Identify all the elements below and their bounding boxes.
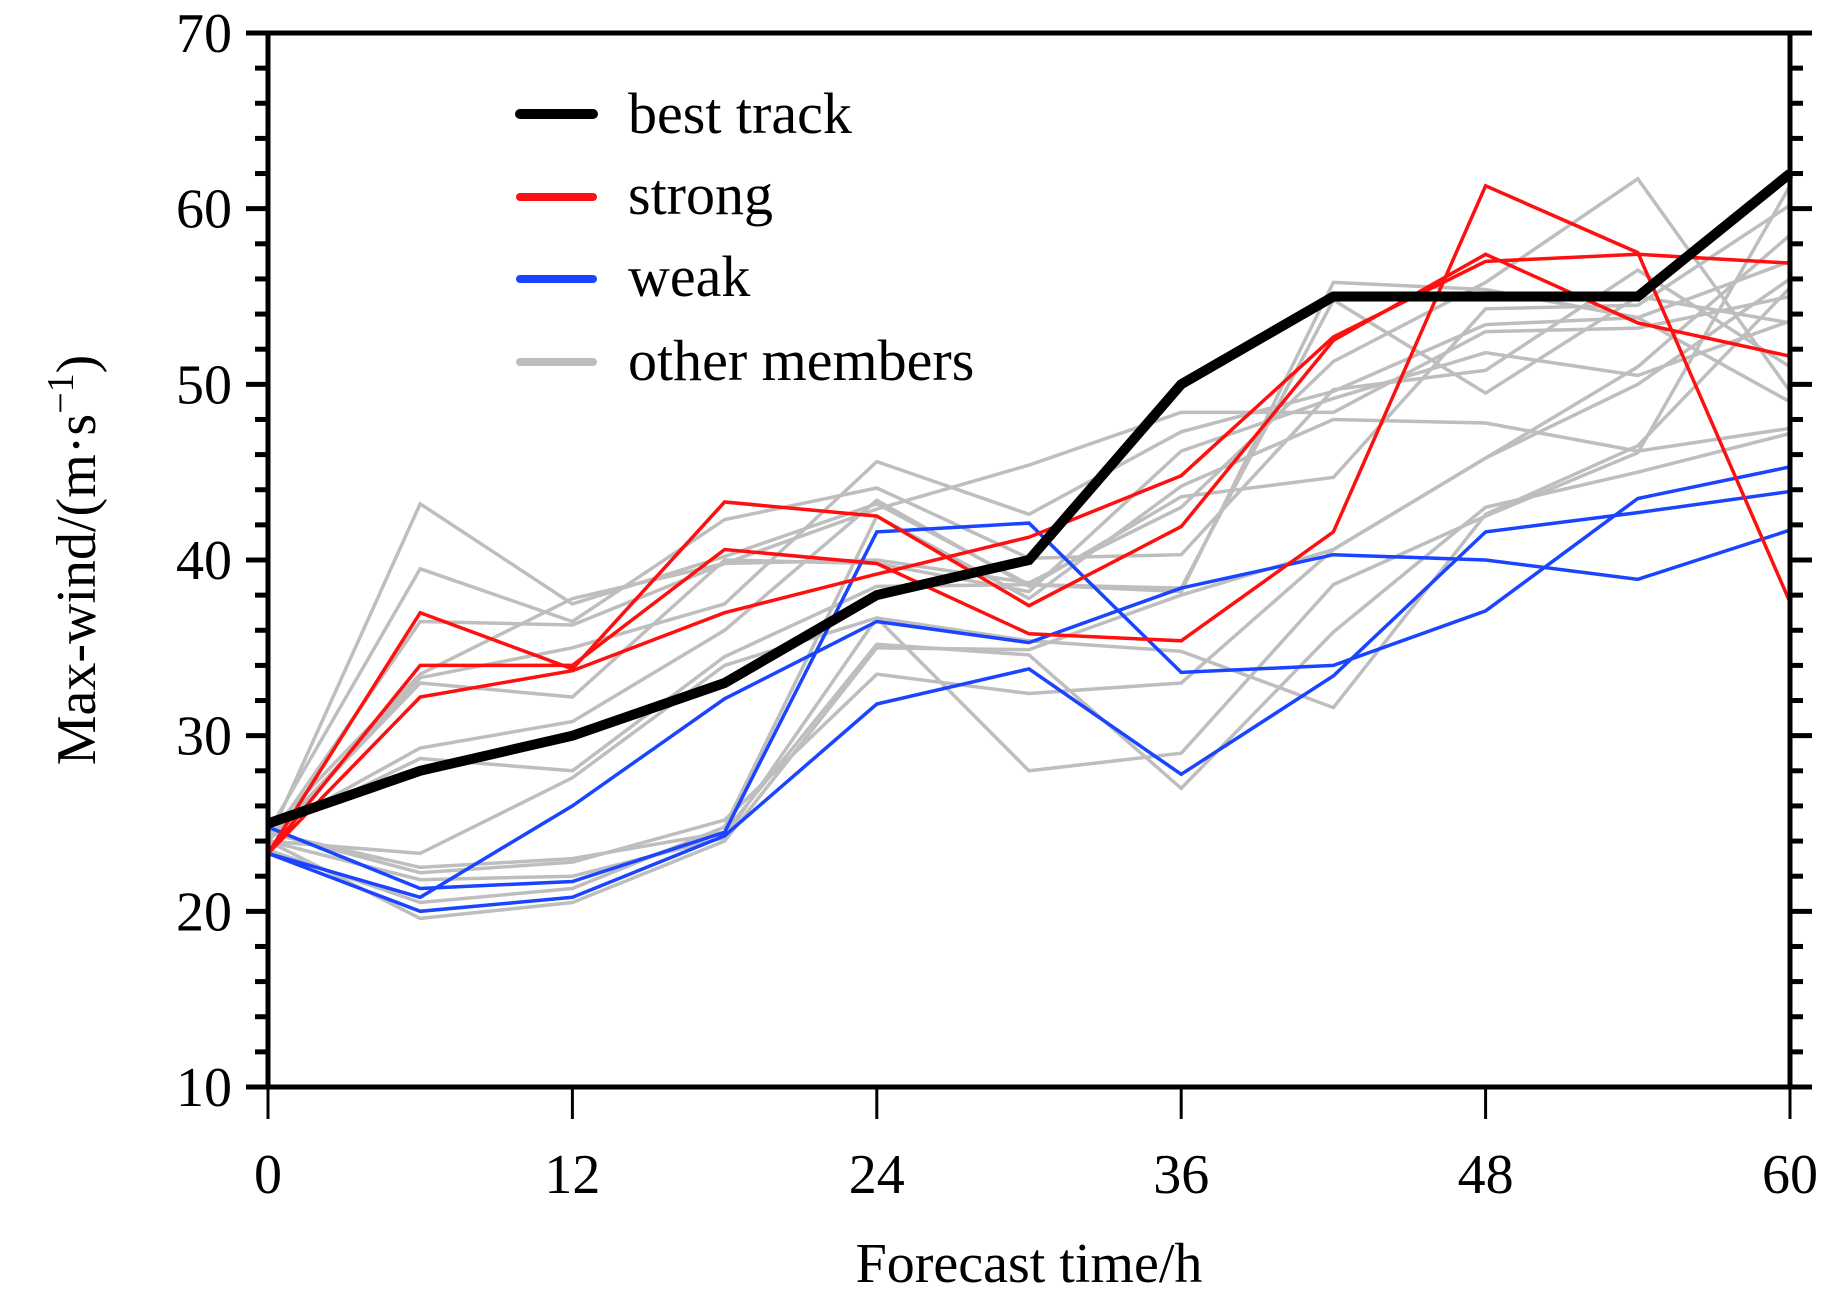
series-line-other-9: [267, 431, 1791, 870]
series-line-other-13: [267, 417, 1791, 905]
y-tick-label: 10: [176, 1057, 232, 1119]
series-line-weak-14: [267, 465, 1791, 891]
x-tick-label: 0: [254, 1144, 282, 1206]
y-tick-label: 40: [176, 530, 232, 592]
y-tick-label: 20: [176, 881, 232, 943]
y-tick-label: 30: [176, 706, 232, 768]
x-axis-title: Forecast time/h: [856, 1233, 1203, 1295]
series-line-strong-17: [266, 252, 1791, 855]
series-line-other-3: [266, 176, 1792, 834]
series-line-other-10: [267, 233, 1792, 875]
y-tick-label: 60: [176, 179, 232, 241]
legend-label-strong: strong: [628, 162, 773, 227]
y-axis-title-close: ): [46, 355, 108, 374]
series-line-other-6: [267, 203, 1791, 834]
tick-labels: 10 20 30 40 50 60 70 0 12 24 36 48 60: [176, 3, 1818, 1206]
series-line-strong-19: [266, 252, 1791, 855]
series-layer: [266, 169, 1794, 921]
series-line-other-7: [267, 294, 1791, 834]
x-tick-label: 48: [1458, 1144, 1514, 1206]
x-tick-label: 12: [544, 1144, 600, 1206]
y-tick-label: 50: [176, 354, 232, 416]
legend-label-best-track: best track: [628, 81, 852, 146]
y-axis-title: Max-wind/(m·s−1): [40, 355, 108, 766]
legend-label-other-members: other members: [628, 328, 974, 393]
x-tick-label: 24: [849, 1144, 905, 1206]
y-axis-title-main: Max-wind/(m·s: [46, 414, 108, 766]
legend: best track strong weak other members: [515, 81, 974, 393]
x-tick-label: 36: [1153, 1144, 1209, 1206]
y-axis-title-superscript: −1: [40, 373, 82, 413]
series-line-weak-16: [267, 528, 1791, 900]
x-tick-label: 60: [1762, 1144, 1818, 1206]
legend-label-weak: weak: [628, 244, 750, 309]
axes-layer: [246, 30, 1812, 1119]
series-line-other-5: [266, 259, 1791, 843]
series-line-weak-15: [267, 489, 1791, 914]
series-line-other-1: [266, 268, 1791, 834]
series-line-best-20: [266, 169, 1794, 829]
y-tick-label: 70: [176, 3, 232, 65]
series-line-strong-18: [266, 183, 1792, 855]
